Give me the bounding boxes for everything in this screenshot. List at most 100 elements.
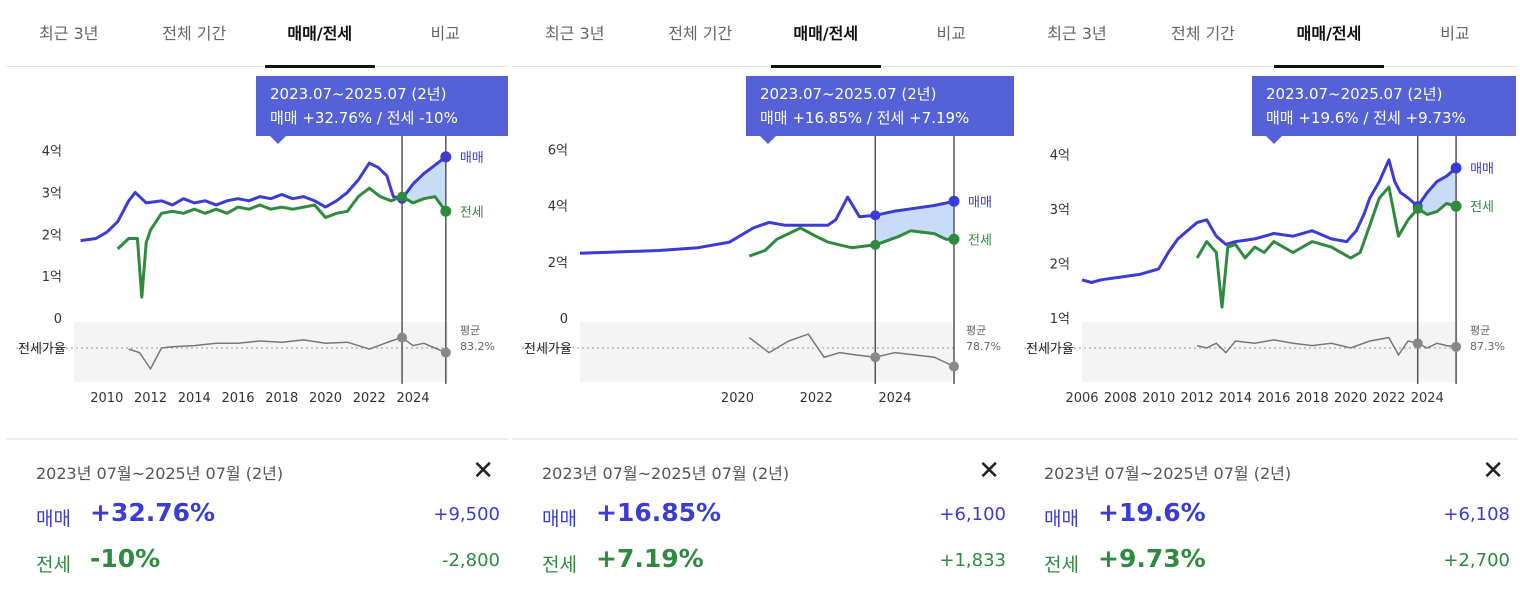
x-tick-label: 2022	[353, 391, 386, 406]
y-tick-label: 2억	[42, 228, 62, 243]
y-tick-label: 6억	[548, 143, 568, 158]
y-tick-label: 4억	[42, 145, 62, 160]
y-tick-label: 3억	[42, 186, 62, 201]
tab-recent-3y[interactable]: 최근 3년	[39, 24, 99, 43]
jeonse-line	[116, 186, 448, 299]
tooltip-period: 2023.07~2025.07 (2년)	[270, 85, 447, 103]
jeonse-row: 전세 -10% -2,800	[36, 538, 500, 584]
divider	[6, 438, 508, 440]
jeonse-label: 전세	[36, 554, 71, 576]
sale-start-point	[870, 210, 881, 221]
sale-row: 매매 +19.6% +6,108	[1044, 492, 1510, 538]
x-tick-label: 2016	[1257, 391, 1290, 406]
tooltip-change: 매매 +19.6% / 전세 +9.73%	[1266, 109, 1466, 127]
sale-pct: +19.6%	[1098, 498, 1206, 527]
tooltip-change: 매매 +32.76% / 전세 -10%	[270, 109, 458, 127]
close-icon[interactable]: ✕	[472, 456, 494, 486]
divider	[1014, 438, 1518, 440]
sale-line	[579, 195, 955, 255]
tab-compare[interactable]: 비교	[430, 24, 460, 43]
x-tick-label: 2010	[90, 391, 123, 406]
tab-sale-jeonse[interactable]: 매매/전세	[257, 10, 383, 68]
jeonse-series-label: 전세	[968, 233, 992, 248]
sale-amount: +9,500	[433, 504, 500, 525]
ratio-point	[397, 332, 408, 343]
x-tick-label: 2008	[1104, 391, 1137, 406]
ratio-line	[128, 336, 447, 371]
y-tick-label: 4억	[1050, 148, 1070, 163]
y-tick-label: 3억	[1050, 203, 1070, 218]
sale-amount: +6,108	[1443, 504, 1510, 525]
period-tabs: 최근 3년 전체 기간 매매/전세 비교	[6, 10, 508, 68]
tooltip-period: 2023.07~2025.07 (2년)	[760, 85, 937, 103]
jeonse-row: 전세 +9.73% +2,700	[1044, 538, 1510, 584]
x-tick-label: 2020	[721, 391, 754, 406]
x-tick-label: 2024	[878, 391, 911, 406]
selection-area	[402, 156, 446, 212]
ratio-line	[1196, 336, 1457, 357]
jeonse-series-label: 전세	[1470, 200, 1494, 215]
chart-panel-2: 최근 3년 전체 기간 매매/전세 비교 0 2억 4억 6억 2020 2022 2024…	[512, 0, 1014, 607]
ratio-point	[440, 347, 451, 358]
x-tick-label: 2016	[221, 391, 254, 406]
ratio-axis-label: 전세가율	[1026, 342, 1074, 357]
price-chart[interactable]: 1억 2억 3억 4억 2006 2008 2010 2012 2014 2016 2018 2020…	[1014, 68, 1518, 428]
x-tick-label: 2014	[1219, 391, 1252, 406]
x-tick-label: 2024	[1411, 391, 1444, 406]
close-icon[interactable]: ✕	[1482, 456, 1504, 486]
x-tick-label: 2020	[309, 391, 342, 406]
tab-all-period[interactable]: 전체 기간	[1171, 24, 1235, 43]
jeonse-end-point	[1450, 200, 1462, 212]
x-tick-label: 2020	[1334, 391, 1367, 406]
jeonse-start-point	[397, 191, 408, 202]
price-chart[interactable]: 0 1억 2억 3억 4억 2010 2012 2014 2016 2018 2020 2022 202…	[6, 68, 508, 428]
ratio-point	[870, 352, 881, 363]
y-tick-label: 2억	[548, 256, 568, 271]
sale-amount: +6,100	[939, 504, 1006, 525]
jeonse-amount: +1,833	[939, 550, 1006, 571]
x-tick-label: 2012	[1181, 391, 1214, 406]
tab-all-period[interactable]: 전체 기간	[162, 24, 227, 43]
y-tick-label: 1억	[1050, 312, 1070, 327]
tab-all-period[interactable]: 전체 기간	[668, 24, 733, 43]
jeonse-row: 전세 +7.19% +1,833	[542, 538, 1006, 584]
y-tick-label: 0	[54, 312, 62, 327]
chart-panel-3: 최근 3년 전체 기간 매매/전세 비교 1억 2억 3억 4억 2006 2008 201…	[1014, 0, 1518, 607]
tab-compare[interactable]: 비교	[936, 24, 966, 43]
ratio-axis-label: 전세가율	[524, 342, 572, 357]
close-icon[interactable]: ✕	[978, 456, 1000, 486]
summary-period: 2023년 07월~2025년 07월 (2년)	[36, 464, 284, 483]
x-tick-label: 2006	[1065, 391, 1098, 406]
sale-end-point	[1450, 162, 1462, 174]
y-tick-label: 0	[560, 312, 568, 327]
y-tick-label: 1억	[42, 270, 62, 285]
range-summary: 2023년 07월~2025년 07월 (2년) ✕ 매매 +32.76% +9…	[36, 456, 500, 584]
x-tick-label: 2018	[265, 391, 298, 406]
tab-compare[interactable]: 비교	[1440, 24, 1470, 43]
sale-end-point	[440, 151, 452, 163]
jeonse-line	[748, 226, 954, 258]
range-summary: 2023년 07월~2025년 07월 (2년) ✕ 매매 +19.6% +6,…	[1044, 456, 1510, 584]
sale-series-label: 매매	[968, 195, 992, 210]
sale-label: 매매	[1044, 508, 1079, 530]
tab-recent-3y[interactable]: 최근 3년	[545, 24, 605, 43]
ratio-avg-label: 평균	[966, 324, 986, 337]
ratio-point	[1412, 338, 1423, 349]
jeonse-start-point	[1412, 203, 1423, 214]
jeonse-pct: -10%	[90, 544, 161, 573]
sale-row: 매매 +32.76% +9,500	[36, 492, 500, 538]
jeonse-label: 전세	[1044, 554, 1079, 576]
tab-sale-jeonse[interactable]: 매매/전세	[1266, 10, 1392, 68]
tab-sale-jeonse[interactable]: 매매/전세	[763, 10, 889, 68]
summary-period: 2023년 07월~2025년 07월 (2년)	[1044, 464, 1292, 483]
jeonse-pct: +7.19%	[596, 544, 704, 573]
jeonse-pct: +9.73%	[1098, 544, 1206, 573]
ratio-avg-label: 평균	[460, 324, 480, 337]
ratio-point	[1451, 341, 1462, 352]
sale-pct: +32.76%	[90, 498, 216, 527]
sale-row: 매매 +16.85% +6,100	[542, 492, 1006, 538]
sale-line	[1081, 158, 1458, 284]
tab-recent-3y[interactable]: 최근 3년	[1047, 24, 1107, 43]
jeonse-amount: +2,700	[1443, 550, 1510, 571]
